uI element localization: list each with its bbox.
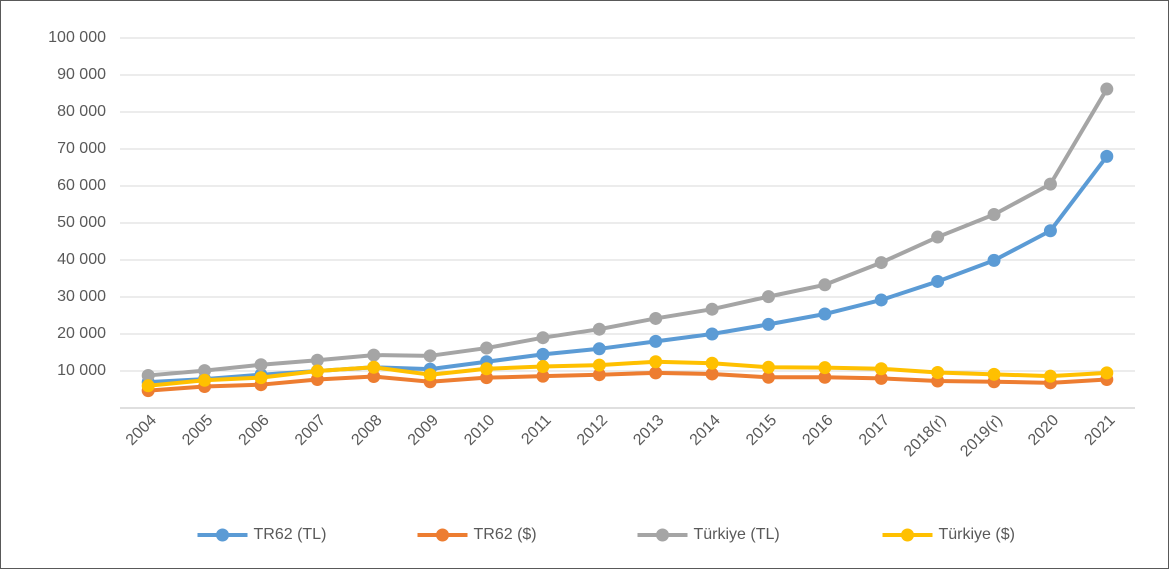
legend-marker [901,528,914,542]
data-point [480,371,494,385]
data-point [480,341,494,355]
data-point [1043,224,1057,238]
data-point [987,207,1001,221]
data-point [198,373,212,387]
data-point [254,371,268,385]
data-point [367,348,381,362]
data-point [874,256,888,270]
legend-marker [656,528,669,542]
data-point [874,371,888,385]
series-line [148,88,1109,378]
data-point [592,322,606,336]
data-point [649,366,663,380]
series-line [148,370,1107,393]
data-point [1043,369,1057,383]
data-point [536,360,550,374]
data-point [874,362,888,376]
y-tick-label: 90 000 [57,66,106,83]
y-tick-label: 60 000 [57,177,106,194]
data-point [761,290,775,304]
data-point [818,278,832,292]
data-point [761,360,775,374]
legend-label: TR62 (TL) [254,526,327,543]
y-tick-label: 30 000 [57,288,106,305]
data-point [761,317,775,331]
data-point [141,368,155,382]
data-point [198,364,212,378]
data-point [705,367,719,381]
data-point [310,353,324,367]
data-point [705,327,719,341]
data-point [536,369,550,383]
data-point [931,274,945,288]
data-point [1100,366,1114,380]
data-point [705,356,719,370]
data-point [818,370,832,384]
data-point [931,365,945,379]
data-point [761,370,775,384]
data-point [705,302,719,316]
data-point [1043,177,1057,191]
data-point [536,347,550,361]
data-point [818,361,832,375]
data-point [536,331,550,345]
data-point [592,358,606,372]
y-tick-label: 50 000 [57,214,106,231]
legend-label: TR62 ($) [474,526,537,543]
y-tick-label: 10 000 [57,362,106,379]
y-tick-label: 100 000 [48,29,106,46]
data-point [423,368,437,382]
data-point [649,311,663,325]
data-point [818,307,832,321]
data-point [874,293,888,307]
data-point [367,360,381,374]
legend-marker [216,528,229,542]
data-point [367,370,381,384]
data-point [987,253,1001,267]
y-tick-label: 40 000 [57,251,106,268]
data-point [310,364,324,378]
legend-marker [436,528,449,542]
legend-label: Türkiye ($) [939,526,1015,543]
data-point [480,362,494,376]
data-point [254,358,268,372]
data-point [987,367,1001,381]
data-point [1100,82,1114,96]
y-tick-label: 80 000 [57,103,106,120]
data-point [592,368,606,382]
data-point [423,349,437,363]
data-point [592,342,606,356]
data-point [649,355,663,369]
y-tick-label: 20 000 [57,325,106,342]
legend-label: Türkiye (TL) [694,526,780,543]
series-line [147,359,1107,388]
y-tick-label: 70 000 [57,140,106,157]
data-point [1100,149,1114,163]
data-point [931,230,945,244]
data-point [141,379,155,393]
data-point [649,334,663,348]
